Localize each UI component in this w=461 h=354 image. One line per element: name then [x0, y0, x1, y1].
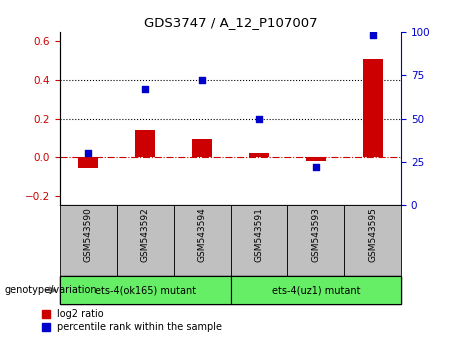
Bar: [344, 205, 401, 276]
Text: GSM543593: GSM543593: [311, 207, 320, 262]
Bar: [135, 130, 155, 157]
Bar: [287, 205, 344, 276]
Bar: [78, 157, 98, 168]
Bar: [306, 157, 326, 161]
Title: GDS3747 / A_12_P107007: GDS3747 / A_12_P107007: [144, 16, 317, 29]
Point: [369, 33, 376, 38]
Bar: [174, 205, 230, 276]
Legend: log2 ratio, percentile rank within the sample: log2 ratio, percentile rank within the s…: [42, 309, 222, 332]
Text: GSM543595: GSM543595: [368, 207, 377, 262]
Bar: [60, 205, 117, 276]
Bar: [230, 205, 287, 276]
Point: [198, 78, 206, 83]
Text: GSM543591: GSM543591: [254, 207, 263, 262]
Bar: [192, 139, 212, 157]
Text: ets-4(uz1) mutant: ets-4(uz1) mutant: [272, 285, 360, 295]
Text: GSM543594: GSM543594: [198, 207, 207, 262]
Text: ets-4(ok165) mutant: ets-4(ok165) mutant: [95, 285, 196, 295]
Point: [85, 150, 92, 156]
Bar: [60, 276, 230, 304]
Text: genotype/variation: genotype/variation: [5, 285, 97, 295]
Point: [142, 86, 149, 92]
Bar: [230, 276, 401, 304]
Bar: [117, 205, 174, 276]
Bar: [363, 59, 383, 157]
Text: GSM543590: GSM543590: [84, 207, 93, 262]
Point: [255, 116, 263, 121]
Bar: [249, 153, 269, 157]
Point: [312, 164, 319, 170]
Text: GSM543592: GSM543592: [141, 207, 150, 262]
